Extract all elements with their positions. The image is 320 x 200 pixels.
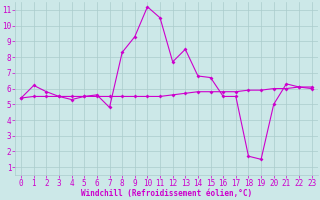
X-axis label: Windchill (Refroidissement éolien,°C): Windchill (Refroidissement éolien,°C) [81,189,252,198]
